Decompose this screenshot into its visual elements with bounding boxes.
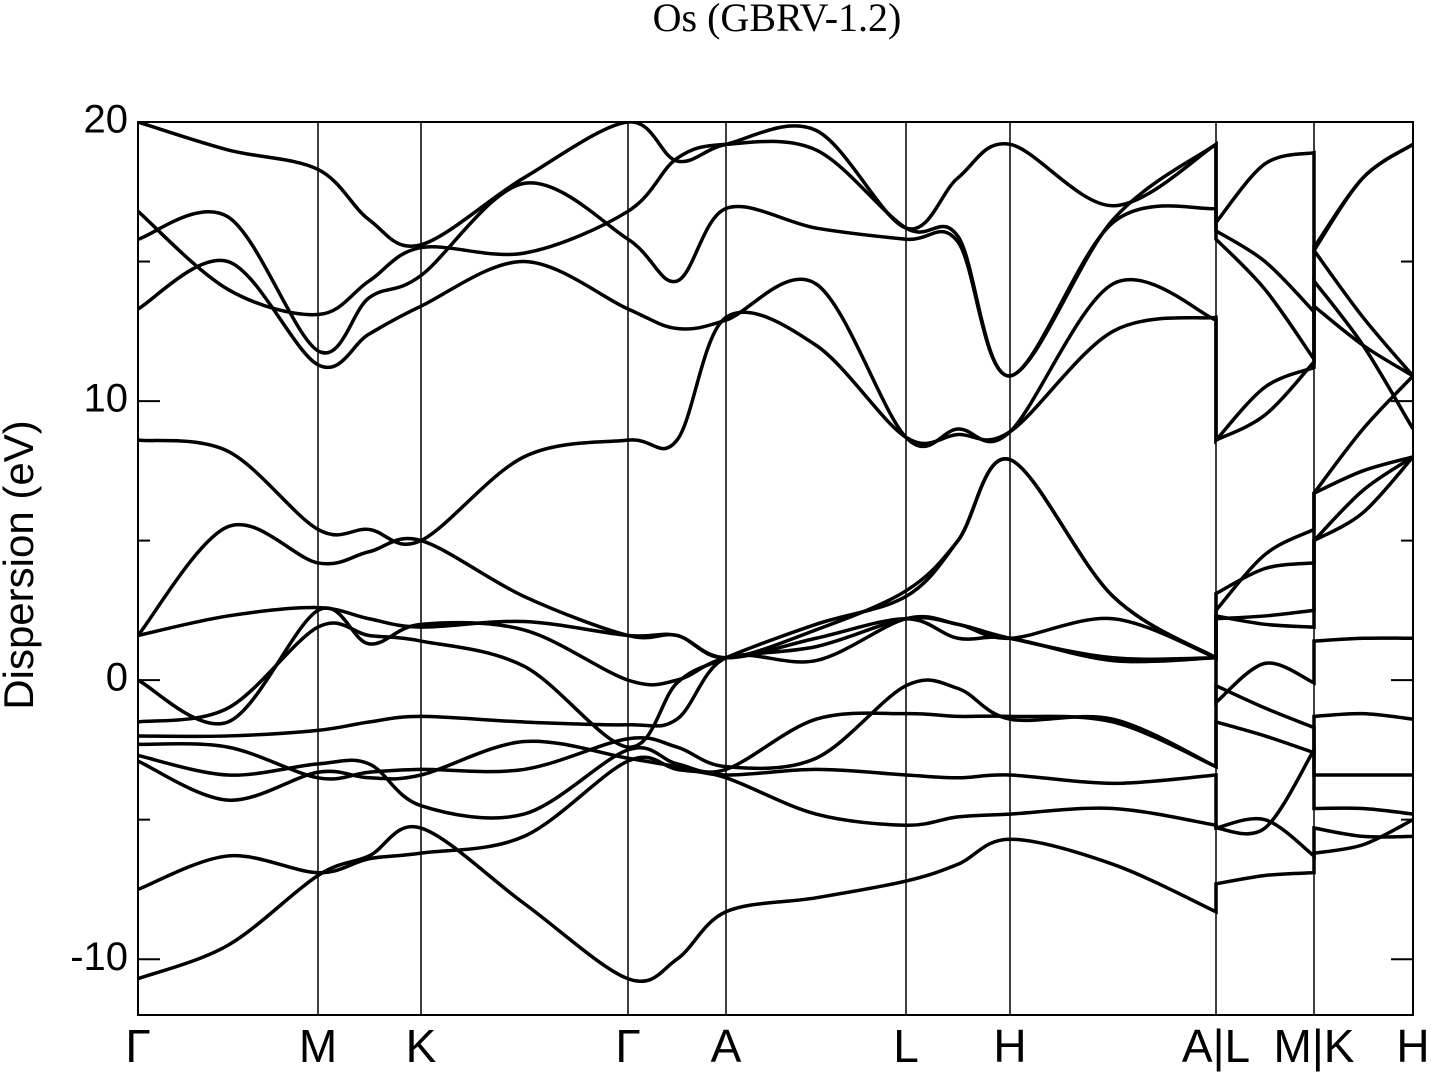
x-tick-label: Γ <box>615 1020 640 1072</box>
x-tick-label: H <box>993 1020 1026 1072</box>
band-line <box>138 122 1413 254</box>
y-axis-label: Dispersion (eV) <box>0 420 42 709</box>
band-line <box>138 139 1413 378</box>
band-line <box>138 678 1413 781</box>
x-tick-label: A|L <box>1182 1020 1250 1072</box>
x-tick-label: M|K <box>1274 1020 1355 1072</box>
band-line <box>138 739 1413 836</box>
y-tick-label: 10 <box>84 377 129 421</box>
band-line <box>138 455 1413 726</box>
y-tick-label: -10 <box>70 935 128 979</box>
band-line <box>138 818 1413 984</box>
x-tick-label: L <box>893 1020 919 1072</box>
y-tick-label: 0 <box>106 656 128 700</box>
band-line <box>138 682 1413 820</box>
x-tick-label: Γ <box>125 1020 150 1072</box>
y-tick-label: 20 <box>84 98 129 142</box>
band-line <box>138 258 1413 449</box>
x-tick-label: M <box>299 1020 337 1072</box>
band-line <box>138 455 1413 749</box>
x-tick-label: A <box>711 1020 742 1072</box>
band-line <box>138 455 1413 664</box>
x-tick-label: H <box>1396 1020 1429 1072</box>
chart-title: Os (GBRV-1.2) <box>653 0 902 40</box>
band-line <box>138 614 1413 739</box>
band-line <box>138 755 1413 892</box>
band-line <box>138 181 1413 378</box>
x-tick-label: K <box>406 1020 437 1072</box>
band-line <box>138 245 1413 547</box>
bands <box>138 122 1413 984</box>
band-line <box>138 374 1413 661</box>
